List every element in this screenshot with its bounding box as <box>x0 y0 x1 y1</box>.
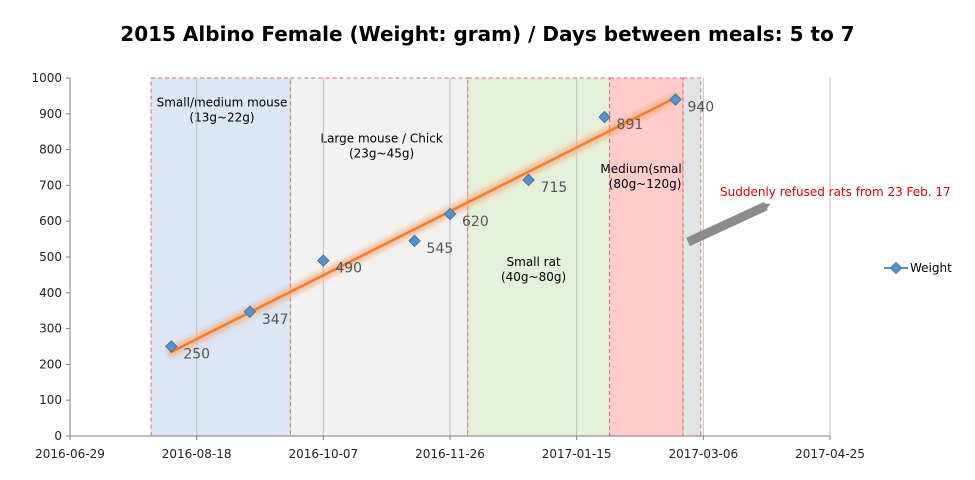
x-tick-label: 2017-04-25 <box>795 447 865 461</box>
band-label: Small rat <box>507 255 561 269</box>
y-tick-label: 900 <box>39 107 62 121</box>
data-label: 347 <box>262 312 289 328</box>
band-label: Large mouse / Chick <box>320 131 442 145</box>
x-tick-label: 2016-11-26 <box>415 447 485 461</box>
data-labels: 250 347 490 545 620 715 891 940 <box>183 99 714 362</box>
annotation-text: Suddenly refused rats from 23 Feb. 17 <box>720 185 951 199</box>
y-tick-label: 300 <box>39 322 62 336</box>
range-band <box>289 77 469 437</box>
y-tick-label: 600 <box>39 214 62 228</box>
data-point <box>443 207 457 221</box>
y-tick-label: 200 <box>39 357 62 371</box>
band-label: Medium(small) <box>600 162 689 176</box>
y-tick-label: 700 <box>39 178 62 192</box>
y-tick-label: 0 <box>54 429 62 443</box>
legend-marker-icon <box>889 261 903 275</box>
y-tick-label: 500 <box>39 250 62 264</box>
band-label: Small/medium mouse <box>157 96 288 110</box>
data-label: 715 <box>541 180 568 196</box>
x-tick-label: 2016-06-29 <box>35 447 105 461</box>
legend: Weight <box>884 261 952 275</box>
data-points <box>165 93 682 353</box>
legend-label-weight: Weight <box>910 261 952 275</box>
band-label: (13g~22g) <box>189 111 254 125</box>
data-point <box>243 305 257 318</box>
band-label: (23g~45g) <box>349 146 414 160</box>
x-tick-label: 2017-03-06 <box>668 447 738 461</box>
trendline <box>170 96 677 354</box>
y-tick-label: 1000 <box>31 71 62 85</box>
band-label: (80g~120g) <box>609 177 682 191</box>
data-point <box>165 340 178 353</box>
y-tick-label: 800 <box>39 143 62 157</box>
data-label: 250 <box>183 347 210 363</box>
data-point <box>669 93 682 106</box>
range-band <box>682 77 702 437</box>
x-tick-label: 2016-10-07 <box>288 447 358 461</box>
data-label: 620 <box>462 214 489 230</box>
data-point <box>317 254 330 267</box>
axes: 2016-06-29 2016-08-18 2016-10-07 2016-11-26… <box>31 71 864 461</box>
y-tick-label: 400 <box>39 286 62 300</box>
band-label: (40g~80g) <box>501 270 566 284</box>
chart-title: 2015 Albino Female (Weight: gram) / Days… <box>120 22 855 46</box>
x-tick-label: 2017-01-15 <box>542 447 612 461</box>
data-label: 490 <box>335 261 362 277</box>
data-point <box>408 234 421 248</box>
annotation-group: Suddenly refused rats from 23 Feb. 17 <box>686 185 951 247</box>
range-band <box>150 77 291 437</box>
data-point <box>598 110 611 124</box>
data-label: 940 <box>687 99 714 115</box>
annotation-arrow <box>686 201 771 247</box>
data-label: 891 <box>617 117 644 133</box>
data-point <box>522 173 535 187</box>
data-label: 545 <box>427 241 454 257</box>
trendline-group <box>166 92 681 357</box>
y-tick-label: 100 <box>39 393 62 407</box>
x-tick-label: 2016-08-18 <box>162 447 232 461</box>
